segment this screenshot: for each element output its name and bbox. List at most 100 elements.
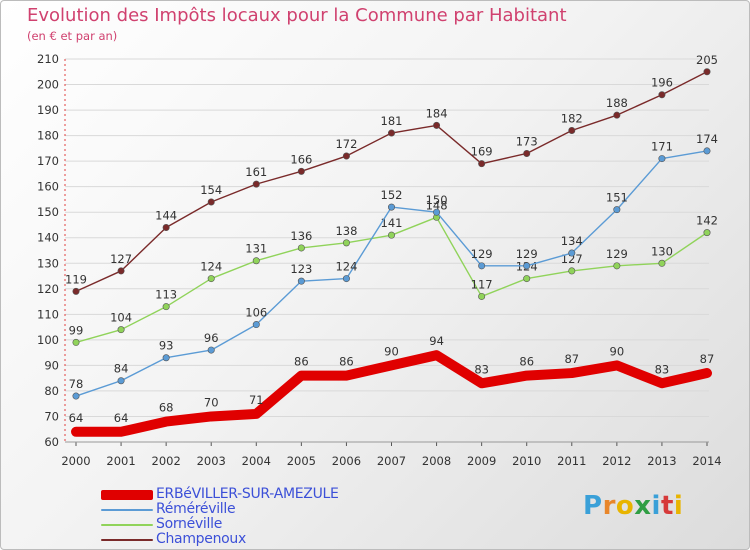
data-label: 142: [696, 214, 718, 228]
x-tick-label: 2012: [602, 454, 631, 468]
logo-letter: P: [583, 491, 603, 521]
x-tick-label: 2010: [512, 454, 541, 468]
data-label: 131: [245, 242, 267, 256]
data-point: [568, 249, 576, 257]
legend-swatch: [101, 489, 153, 500]
legend-label: Réméréville: [156, 501, 236, 517]
x-tick-label: 2007: [377, 454, 406, 468]
data-point: [523, 275, 531, 283]
data-label: 171: [651, 140, 673, 154]
logo-letter: i: [673, 491, 684, 521]
data-point: [613, 111, 621, 119]
data-label: 113: [155, 288, 177, 302]
x-tick-label: 2006: [332, 454, 361, 468]
y-tick-label: 120: [37, 282, 59, 296]
x-tick-label: 2003: [197, 454, 226, 468]
data-label: 123: [290, 262, 312, 276]
data-label: 96: [204, 331, 219, 345]
y-tick-label: 140: [37, 231, 59, 245]
data-point: [162, 224, 170, 232]
y-tick-label: 130: [37, 256, 59, 270]
x-tick-label: 2002: [152, 454, 181, 468]
y-tick-label: 200: [37, 78, 59, 92]
data-point: [72, 287, 80, 295]
data-point: [162, 354, 170, 362]
data-label: 129: [471, 247, 493, 261]
logo-letter: i: [651, 491, 661, 521]
x-tick-label: 2005: [287, 454, 316, 468]
data-label: 141: [381, 216, 403, 230]
x-tick-label: 2004: [242, 454, 271, 468]
data-point: [703, 68, 711, 76]
data-label: 169: [471, 145, 493, 159]
data-point: [72, 392, 80, 400]
chart-title: Evolution des Impôts locaux pour la Comm…: [27, 5, 567, 26]
data-label: 104: [110, 311, 132, 325]
data-point: [387, 129, 395, 137]
data-label: 150: [426, 193, 448, 207]
data-point: [523, 262, 531, 270]
data-label: 64: [69, 411, 84, 425]
data-label: 117: [471, 277, 493, 291]
legend-label: Champenoux: [156, 531, 246, 547]
data-label: 152: [381, 188, 403, 202]
data-point: [387, 231, 395, 239]
y-tick-label: 100: [37, 333, 59, 347]
logo-letter: r: [602, 491, 616, 521]
data-point: [207, 198, 215, 206]
y-tick-label: 70: [44, 409, 59, 423]
proxiti-logo: Proxiti: [583, 491, 683, 521]
data-label: 182: [561, 111, 583, 125]
y-tick-label: 180: [37, 129, 59, 143]
y-tick-label: 110: [37, 307, 59, 321]
y-tick-label: 160: [37, 180, 59, 194]
data-label: 129: [516, 247, 538, 261]
data-label: 154: [200, 183, 222, 197]
data-label: 86: [519, 355, 534, 369]
y-tick-label: 90: [44, 358, 59, 372]
data-label: 106: [245, 306, 267, 320]
data-point: [117, 377, 125, 385]
legend-label: ERBéVILLER-SUR-AMEZULE: [156, 486, 339, 502]
data-point: [252, 257, 260, 265]
data-label: 86: [294, 355, 309, 369]
data-point: [297, 244, 305, 252]
data-label: 129: [606, 247, 628, 261]
data-point: [523, 149, 531, 157]
data-point: [162, 303, 170, 311]
data-point: [297, 277, 305, 285]
data-point: [387, 203, 395, 211]
data-label: 71: [249, 393, 264, 407]
data-point: [207, 275, 215, 283]
logo-letter: o: [615, 491, 635, 521]
data-label: 148: [426, 198, 448, 212]
data-label: 127: [110, 252, 132, 266]
logo-letter: t: [660, 491, 674, 521]
data-label: 90: [610, 344, 625, 358]
data-label: 83: [655, 362, 670, 376]
data-label: 99: [69, 323, 84, 337]
data-point: [703, 147, 711, 155]
data-label: 144: [155, 209, 177, 223]
data-label: 181: [381, 114, 403, 128]
data-label: 172: [335, 137, 357, 151]
data-point: [342, 239, 350, 247]
data-point: [342, 275, 350, 283]
data-point: [207, 346, 215, 354]
data-point: [72, 338, 80, 346]
data-label: 205: [696, 53, 718, 67]
data-point: [342, 152, 350, 160]
legend-swatch: [101, 523, 153, 526]
series-line: [71, 350, 712, 437]
data-label: 119: [65, 272, 87, 286]
data-label: 84: [114, 362, 129, 376]
x-tick-label: 2014: [692, 454, 721, 468]
data-point: [433, 208, 441, 216]
y-tick-label: 150: [37, 205, 59, 219]
data-point: [568, 267, 576, 275]
data-point: [568, 126, 576, 134]
legend-label: Sornéville: [156, 516, 223, 532]
logo-letter: x: [634, 491, 652, 521]
